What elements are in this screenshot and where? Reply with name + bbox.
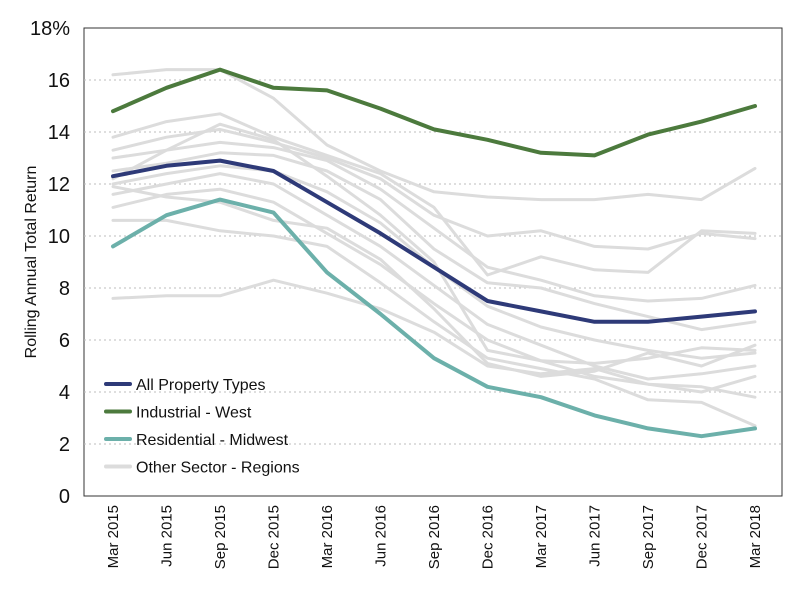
legend: All Property Types Industrial - West Resid…	[104, 377, 300, 477]
y-tick-label: 18%	[30, 18, 70, 40]
y-tick-label: 16	[48, 70, 70, 92]
y-tick-label: 10	[48, 226, 70, 248]
y-tick-label: 2	[59, 434, 70, 456]
x-tick-label: Sep 2016	[426, 505, 443, 569]
x-tick-label: Dec 2015	[266, 505, 283, 569]
other-sector-line	[111, 68, 757, 202]
other-sector-line	[111, 151, 757, 332]
other-sector-line	[111, 187, 757, 394]
other-sector-line	[111, 278, 757, 399]
x-tick-label: Mar 2017	[533, 505, 550, 568]
other-sector-line	[111, 172, 757, 381]
y-axis-tick-labels: 0 2 4 6 8 10 12 14 16 18%	[30, 18, 70, 508]
other-sector-line	[111, 140, 757, 303]
series-line-industrial-west	[111, 67, 757, 158]
other-sector-line	[111, 122, 757, 365]
y-tick-label: 6	[59, 330, 70, 352]
other-sector-line	[111, 127, 757, 251]
legend-label: Residential - Midwest	[136, 432, 289, 449]
x-tick-label: Jun 2015	[159, 505, 176, 567]
series-line-all-property-types	[111, 158, 757, 324]
plot-frame	[83, 27, 783, 497]
x-tick-label: Sep 2017	[640, 505, 657, 569]
highlighted-series-lines	[111, 67, 757, 439]
x-tick-label: Jun 2017	[587, 505, 604, 567]
x-tick-label: Dec 2017	[694, 505, 711, 569]
other-sector-line	[111, 112, 757, 277]
y-tick-label: 0	[59, 486, 70, 508]
x-tick-label: Mar 2018	[747, 505, 764, 568]
other-sector-line	[111, 218, 757, 428]
x-tick-label: Dec 2016	[480, 505, 497, 569]
y-axis-title: Rolling Annual Total Return	[23, 166, 40, 359]
y-tick-label: 4	[59, 382, 70, 404]
x-tick-label: Mar 2015	[105, 505, 122, 568]
y-tick-label: 8	[59, 278, 70, 300]
series-line-residential-midwest	[111, 197, 757, 439]
legend-label: Industrial - West	[136, 405, 252, 422]
x-tick-label: Mar 2016	[319, 505, 336, 568]
legend-label: Other Sector - Regions	[136, 460, 300, 477]
y-tick-label: 14	[48, 122, 70, 144]
other-sector-lines	[111, 68, 757, 428]
other-sector-line	[111, 185, 757, 378]
x-tick-label: Jun 2016	[373, 505, 390, 567]
x-axis-tick-labels: Mar 2015 Jun 2015 Sep 2015 Dec 2015 Mar 2016…	[105, 505, 764, 569]
legend-label: All Property Types	[136, 377, 266, 394]
y-tick-label: 12	[48, 174, 70, 196]
x-tick-label: Sep 2015	[212, 505, 229, 569]
